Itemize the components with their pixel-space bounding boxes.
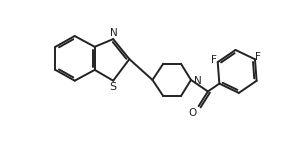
Text: F: F xyxy=(255,52,261,62)
Text: N: N xyxy=(194,76,202,86)
Text: F: F xyxy=(211,55,217,66)
Text: S: S xyxy=(110,82,117,92)
Text: O: O xyxy=(188,108,196,118)
Text: N: N xyxy=(110,28,118,38)
